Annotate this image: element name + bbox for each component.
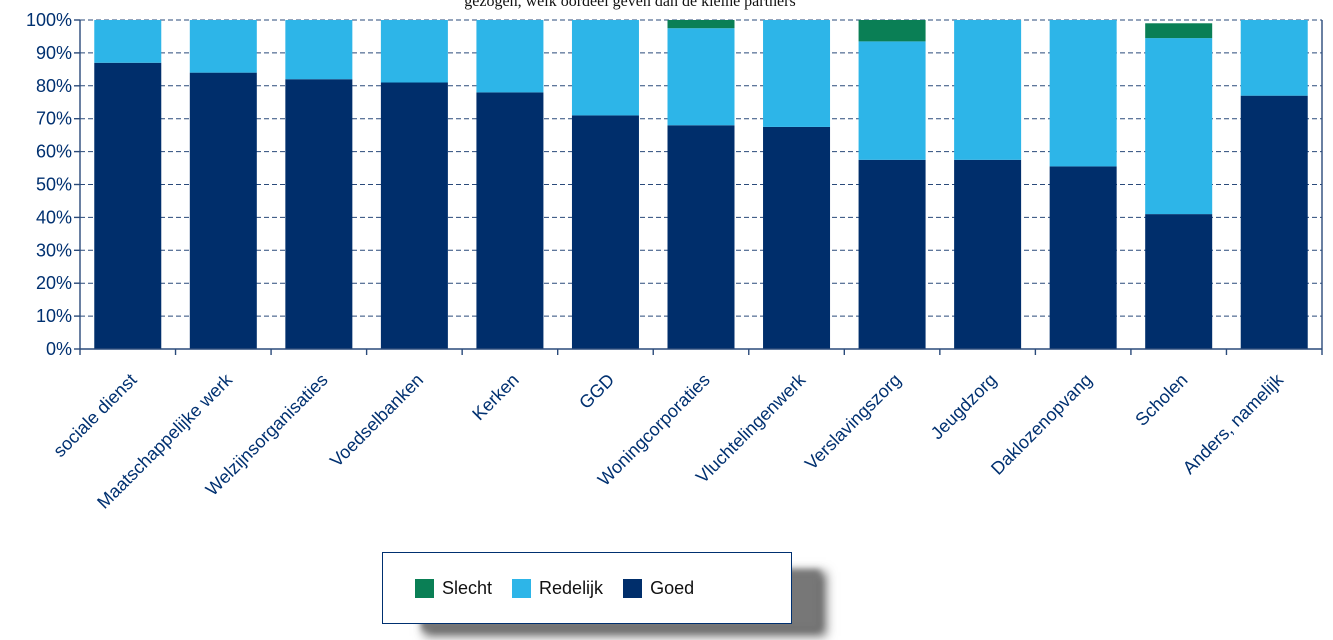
legend-item-goed: Goed (623, 578, 694, 599)
x-tick-label: Jeugdzorg (927, 370, 1001, 444)
legend-label: Redelijk (539, 577, 604, 598)
y-tick-label: 50% (36, 175, 72, 195)
legend-item-slecht: Slecht (415, 578, 492, 599)
bar-segment-redelijk (380, 20, 448, 83)
bar-segment-redelijk (285, 20, 353, 80)
y-tick-label: 80% (36, 76, 72, 96)
bar-segment-redelijk (763, 20, 831, 127)
bar-segment-goed (667, 125, 735, 349)
y-tick-label: 0% (46, 339, 72, 359)
bar-segment-goed (94, 62, 162, 350)
bar-segment-slecht (858, 20, 926, 42)
y-tick-label: 10% (36, 306, 72, 326)
bar-segment-goed (571, 115, 639, 349)
bars (94, 20, 1308, 350)
bar-segment-goed (954, 159, 1022, 349)
y-tick-label: 30% (36, 240, 72, 260)
x-tick-label: Anders, namelijk (1179, 369, 1288, 478)
y-axis: 0% 10% 20% 30% 40% 50% 60% 70% 80% 90% 100% (26, 10, 81, 359)
y-tick-label: 60% (36, 142, 72, 162)
x-tick-label: GGD (575, 370, 618, 413)
x-tick-label: Kerken (468, 370, 522, 424)
stacked-bar-chart: gezogen, welk oordeel geven dan de klein… (26, 0, 1323, 513)
bar-segment-goed (380, 82, 448, 349)
header-fragment: gezogen, welk oordeel geven dan de klein… (464, 0, 795, 10)
bar-segment-redelijk (954, 20, 1022, 160)
bar-segment-redelijk (667, 28, 735, 126)
bar-segment-redelijk (1145, 38, 1213, 215)
y-tick-label: 40% (36, 207, 72, 227)
x-tick-label: Voedselbanken (326, 370, 427, 471)
bar-segment-goed (189, 72, 257, 349)
legend-swatch (415, 578, 434, 598)
bar-segment-goed (858, 159, 926, 349)
bar-segment-slecht (667, 20, 735, 29)
bar-segment-slecht (1145, 23, 1213, 39)
bar-segment-goed (285, 79, 353, 349)
bar-segment-redelijk (571, 20, 639, 116)
x-tick-label: Daklozenopvang (987, 370, 1096, 479)
bar-segment-goed (476, 92, 544, 349)
legend-swatch (623, 578, 643, 598)
x-tick-label: sociale dienst (49, 370, 140, 461)
bar-segment-goed (763, 126, 831, 349)
bar-segment-goed (1049, 166, 1117, 349)
bar-segment-redelijk (94, 20, 162, 63)
y-tick-label: 100% (26, 10, 72, 30)
legend-label: Slecht (442, 577, 493, 598)
legend: Slecht Redelijk Goed (382, 552, 792, 624)
y-tick-label: 70% (36, 109, 72, 129)
y-tick-label: 20% (36, 273, 72, 293)
bar-segment-redelijk (858, 41, 926, 160)
legend-label: Goed (650, 577, 695, 598)
bar-segment-redelijk (1049, 20, 1117, 167)
y-tick-label: 90% (36, 43, 72, 63)
bar-segment-goed (1240, 95, 1308, 349)
bar-segment-redelijk (476, 20, 544, 93)
x-tick-label: Scholen (1131, 370, 1191, 430)
bar-segment-goed (1145, 214, 1213, 349)
legend-swatch (512, 578, 532, 598)
x-tick-label: Verslavingszorg (801, 370, 905, 474)
bar-segment-redelijk (1240, 20, 1308, 96)
bar-segment-redelijk (189, 20, 257, 73)
legend-item-redelijk: Redelijk (512, 578, 603, 599)
